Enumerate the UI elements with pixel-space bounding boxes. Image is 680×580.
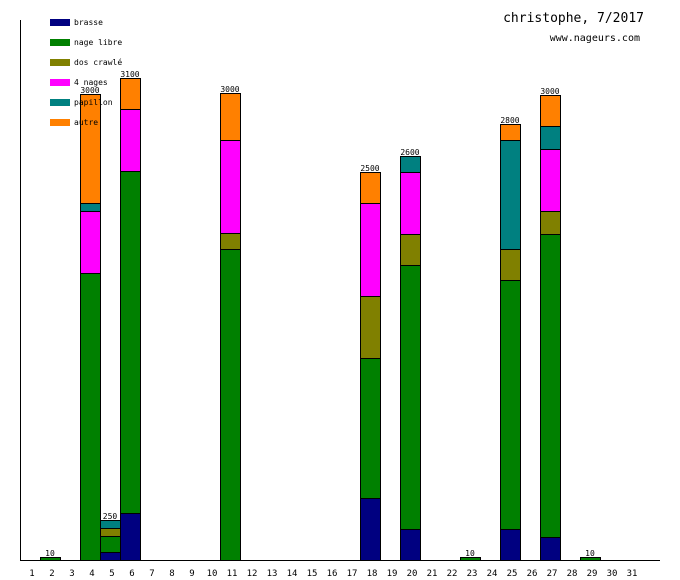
x-tick-label: 13	[267, 569, 278, 579]
x-tick-label: 17	[347, 569, 358, 579]
bar-segment-4-nages	[360, 203, 381, 297]
x-tick-label: 18	[367, 569, 378, 579]
x-tick-label: 5	[109, 569, 114, 579]
x-tick-label: 31	[627, 569, 638, 579]
bar-segment-brasse	[360, 498, 381, 561]
bar-segment-papillon	[80, 203, 101, 212]
x-tick-label: 11	[227, 569, 238, 579]
bar-segment-brasse	[100, 552, 121, 561]
bar-segment-4-nages	[220, 140, 241, 234]
bar-total-label: 3100	[120, 70, 139, 79]
bars-layer	[40, 78, 601, 561]
x-tick-label: 4	[89, 569, 94, 579]
legend-swatch	[50, 59, 70, 66]
x-tick-label: 8	[169, 569, 174, 579]
x-tick-label: 9	[189, 569, 194, 579]
legend-label: dos crawlé	[74, 57, 122, 67]
bar-segment-papillon	[400, 156, 421, 173]
legend-label: brasse	[74, 18, 103, 27]
bar-total-label: 10	[465, 549, 475, 558]
bar-segment-4-nages	[120, 109, 141, 172]
bar-segment-papillon	[100, 520, 121, 529]
bar-segment-nage-libre	[360, 358, 381, 499]
bar-total-label: 10	[45, 549, 55, 558]
value-labels-layer: 10 3000 250 3100 3000 2500 2600 10 2800 3000 10	[45, 70, 595, 558]
legend: brasse nage libre dos crawlé 4 nages papillo…	[50, 18, 122, 127]
x-tick-labels: 1 2 3 4 5 6 7 8 9 10 11 12 13 14 15 16 17 18 19 20 21 22 23 24 2…	[29, 569, 637, 579]
legend-swatch	[50, 119, 70, 126]
bar-segment-nage-libre	[540, 234, 561, 538]
bar-segment-dos-crawl-	[360, 296, 381, 359]
bar-segment-autre	[500, 124, 521, 141]
bar-segment-dos-crawl-	[400, 234, 421, 266]
bar-segment-brasse	[120, 513, 141, 561]
x-tick-label: 10	[207, 569, 218, 579]
bar-segment-autre	[220, 93, 241, 141]
bar-segment-autre	[540, 95, 561, 127]
bar-total-label: 3000	[540, 87, 559, 96]
x-tick-label: 7	[149, 569, 154, 579]
legend-label: nage libre	[74, 38, 122, 47]
bar-segment-nage-libre	[220, 249, 241, 561]
legend-label: 4 nages	[74, 78, 108, 87]
bar-segment-brasse	[540, 537, 561, 561]
x-tick-label: 19	[387, 569, 398, 579]
x-tick-label: 1	[29, 569, 34, 579]
x-tick-label: 21	[427, 569, 438, 579]
bar-segment-autre	[120, 78, 141, 110]
bar-total-label: 2500	[360, 164, 379, 173]
legend-swatch	[50, 99, 70, 106]
bar-segment-dos-crawl-	[500, 249, 521, 281]
bar-total-label: 10	[585, 549, 595, 558]
bar-total-label: 3000	[80, 86, 99, 95]
bar-segment-nage-libre	[500, 280, 521, 530]
bar-segment-4-nages	[80, 211, 101, 274]
bar-total-label: 250	[103, 512, 118, 521]
bar-segment-4-nages	[400, 172, 421, 235]
legend-swatch	[50, 39, 70, 46]
x-tick-label: 25	[507, 569, 518, 579]
x-tick-label: 26	[527, 569, 538, 579]
legend-label: papillon	[74, 98, 113, 107]
x-tick-label: 15	[307, 569, 318, 579]
x-tick-label: 23	[467, 569, 478, 579]
bar-segment-4-nages	[540, 149, 561, 212]
x-tick-label: 14	[287, 569, 298, 579]
bar-segment-autre	[80, 94, 101, 204]
bar-segment-papillon	[540, 126, 561, 150]
x-tick-label: 24	[487, 569, 498, 579]
bar-segment-nage-libre	[400, 265, 421, 530]
bar-segment-nage-libre	[80, 273, 101, 561]
bar-segment-brasse	[400, 529, 421, 561]
bar-total-label: 2800	[500, 116, 519, 125]
bar-segment-nage-libre	[100, 536, 121, 553]
bar-segment-nage-libre	[120, 171, 141, 514]
x-tick-label: 2	[49, 569, 54, 579]
x-tick-label: 28	[567, 569, 578, 579]
bar-segment-dos-crawl-	[220, 233, 241, 250]
bar-segment-autre	[360, 172, 381, 204]
bar-total-label: 3000	[220, 85, 239, 94]
chart-title: christophe, 7/2017	[503, 11, 644, 26]
x-tick-label: 27	[547, 569, 558, 579]
x-tick-label: 29	[587, 569, 598, 579]
legend-label: autre	[74, 118, 98, 127]
x-tick-label: 16	[327, 569, 338, 579]
bar-segment-dos-crawl-	[100, 528, 121, 537]
bar-total-label: 2600	[400, 148, 419, 157]
bar-segment-papillon	[500, 140, 521, 250]
x-tick-label: 6	[129, 569, 134, 579]
x-tick-label: 30	[607, 569, 618, 579]
bar-segment-brasse	[500, 529, 521, 561]
bar-segment-dos-crawl-	[540, 211, 561, 235]
legend-swatch	[50, 79, 70, 86]
legend-swatch	[50, 19, 70, 26]
x-tick-label: 22	[447, 569, 458, 579]
x-tick-label: 12	[247, 569, 258, 579]
x-tick-label: 20	[407, 569, 418, 579]
chart-subtitle: www.nageurs.com	[550, 33, 640, 44]
x-tick-label: 3	[69, 569, 74, 579]
